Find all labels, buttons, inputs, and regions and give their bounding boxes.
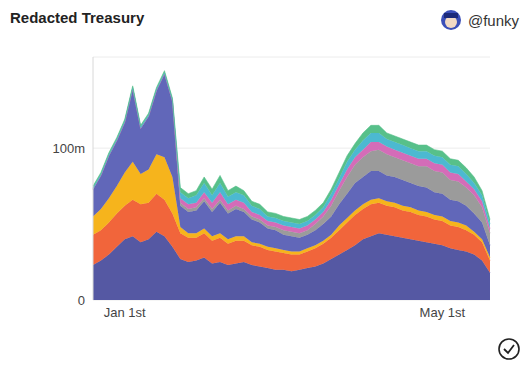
html-text:Redacted Treasury: Redacted Treasury <box>10 9 145 26</box>
svg-text:100m: 100m <box>52 141 85 156</box>
html-text:@funky: @funky <box>467 11 519 29</box>
svg-text:Jan 1st: Jan 1st <box>104 305 146 320</box>
svg-text:0: 0 <box>78 293 85 308</box>
svg-text:May 1st: May 1st <box>420 305 466 320</box>
